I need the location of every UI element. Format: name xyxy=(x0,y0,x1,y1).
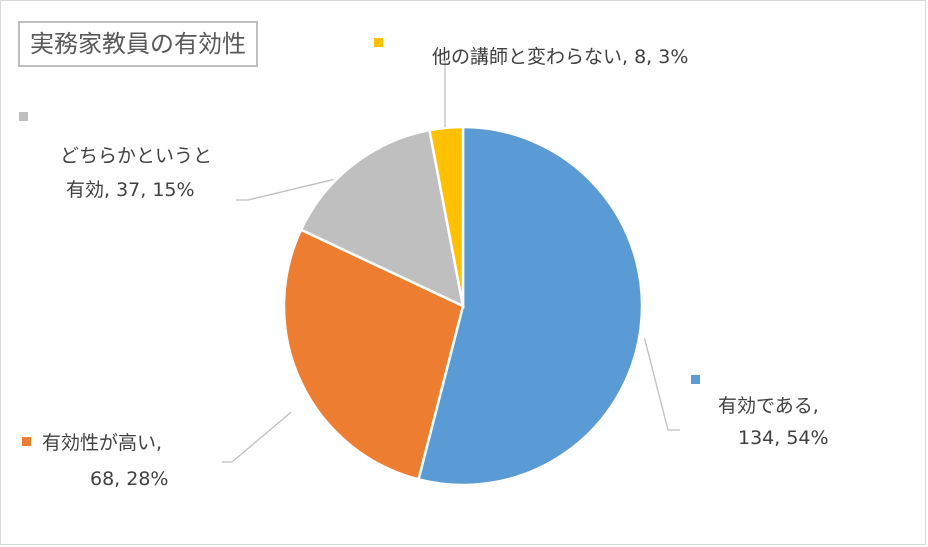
pie-slice-0 xyxy=(416,125,644,487)
data-label-dochiraka-to-iuto-yuukou-line1: どちらかというと xyxy=(60,145,213,167)
data-label-yuukousei-ga-takai-name: 有効性が高い, xyxy=(42,432,163,454)
pie-slice-1 xyxy=(282,228,465,481)
leader-line-1 xyxy=(222,411,292,463)
leader-line-2 xyxy=(236,178,334,201)
data-label-dochiraka-to-iuto-yuukou-line2: 有効, 37, 15% xyxy=(66,179,195,201)
pie-slice-2 xyxy=(299,128,465,309)
leader-line-3 xyxy=(440,59,446,127)
pie-slice-3 xyxy=(427,125,465,307)
data-label-yuukou-dearu-name: 有効である, xyxy=(718,395,819,417)
chart-title: 実務家教員の有効性 xyxy=(18,21,258,67)
data-label-hoka-no-koushi-to-kawaranai: 他の講師と変わらない, 8, 3% xyxy=(432,46,689,68)
leader-line-0 xyxy=(643,338,680,431)
legend-marker-yuukou-dearu xyxy=(691,375,700,384)
data-label-yuukou-dearu-value: 134, 54% xyxy=(738,427,829,449)
legend-marker-dochiraka-to-iuto-yuukou xyxy=(19,112,28,121)
legend-marker-hoka-no-koushi-to-kawaranai xyxy=(374,38,383,47)
legend-marker-yuukousei-ga-takai xyxy=(22,437,31,446)
data-label-yuukousei-ga-takai-value: 68, 28% xyxy=(90,468,169,490)
